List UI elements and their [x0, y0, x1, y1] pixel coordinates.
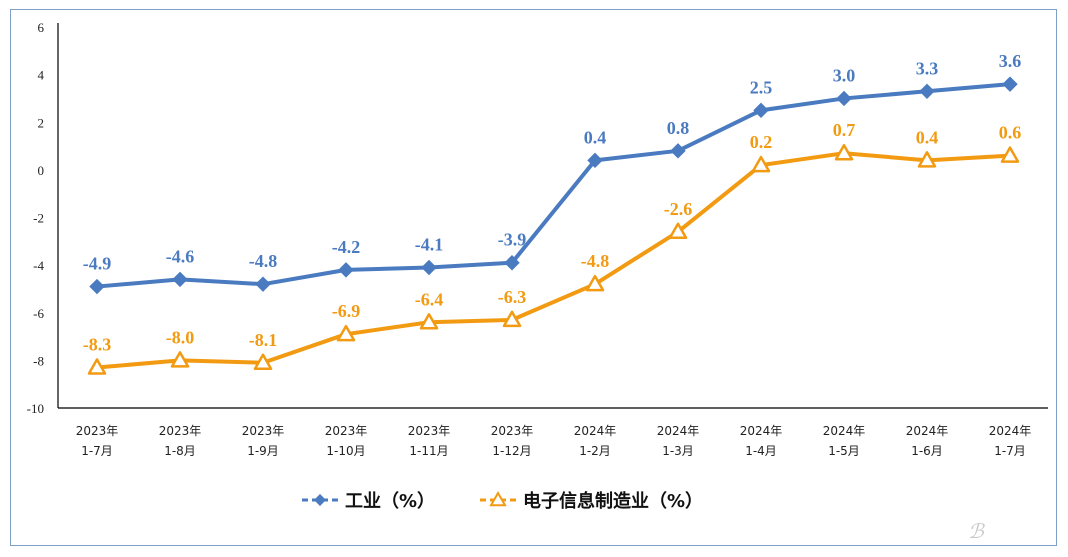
diamond-marker	[421, 259, 437, 276]
y-tick-label: 6	[38, 20, 45, 35]
diamond-marker	[919, 83, 935, 100]
data-label: -2.6	[664, 199, 693, 219]
x-tick-label-period: 1-11月	[409, 444, 448, 458]
diamond-marker	[89, 278, 105, 295]
x-tick-label-year: 2023年	[491, 424, 534, 438]
x-tick-label-period: 1-6月	[911, 444, 943, 458]
data-labels: -4.9 -4.6 -4.8 -4.2 -4.1 -3.9 0.4 0.8 2.5 3.0 3.3 3…	[83, 51, 1022, 354]
triangle-marker	[419, 313, 439, 330]
x-tick-label-period: 1-9月	[247, 444, 279, 458]
x-tick-label-year: 2023年	[325, 424, 368, 438]
data-label: 0.2	[750, 132, 773, 152]
y-tick-label: -10	[27, 401, 44, 416]
diamond-marker	[172, 271, 188, 288]
data-label: -8.3	[83, 335, 112, 355]
y-tick-label: -8	[33, 353, 44, 368]
data-label: 0.4	[584, 127, 607, 147]
x-tick-label-year: 2024年	[740, 424, 783, 438]
series-line-2	[95, 151, 1012, 370]
y-tick-label: 2	[38, 115, 45, 130]
triangle-marker	[253, 353, 273, 371]
triangle-marker	[834, 143, 854, 161]
x-tick-label-year: 2023年	[76, 424, 119, 438]
data-label: -4.2	[332, 237, 361, 257]
x-tick-label-year: 2024年	[906, 424, 949, 438]
legend-triangle-icon	[489, 490, 507, 507]
data-label: -6.3	[498, 287, 527, 307]
diamond-marker	[836, 90, 852, 107]
data-label: 2.5	[750, 77, 773, 97]
data-label: -4.6	[166, 246, 195, 266]
data-label: -8.0	[166, 327, 195, 347]
series-group	[87, 76, 1020, 375]
y-tick-label: -2	[33, 211, 44, 226]
y-tick-label: -6	[33, 306, 44, 321]
data-label: -3.9	[498, 230, 527, 250]
triangle-marker	[336, 324, 356, 342]
triangle-marker	[917, 151, 937, 168]
data-label: -6.4	[415, 289, 444, 309]
data-label: 0.8	[667, 118, 690, 138]
data-label: -4.8	[581, 251, 610, 271]
triangle-marker	[502, 310, 522, 328]
legend-label-2: 电子信息制造业（%）	[523, 490, 703, 512]
x-tick-label-period: 1-3月	[662, 444, 694, 458]
y-tick-label: 0	[38, 163, 45, 178]
data-label: 3.6	[999, 51, 1022, 71]
data-label: -6.9	[332, 301, 361, 321]
data-label: 3.0	[833, 65, 856, 85]
data-label: 3.3	[916, 58, 939, 78]
y-tick-label: -4	[33, 258, 44, 273]
triangle-marker	[87, 358, 107, 375]
x-tick-label-period: 1-8月	[164, 444, 196, 458]
legend: 工业（%） 电子信息制造业（%）	[302, 490, 703, 512]
x-tick-label-period: 1-2月	[579, 444, 611, 458]
x-axis-ticks: 2023年 1-7月 2023年 1-8月 2023年 1-9月 2023年 1-10月 202…	[76, 424, 1032, 458]
diamond-marker	[504, 255, 520, 271]
diamond-marker	[670, 143, 686, 159]
diamond-marker	[1002, 76, 1018, 92]
series-line-1	[95, 82, 1012, 289]
data-label: 0.4	[916, 127, 939, 147]
x-tick-label-year: 2023年	[408, 424, 451, 438]
data-label: 0.6	[999, 123, 1022, 143]
x-tick-label-period: 1-4月	[745, 444, 777, 458]
y-tick-label: 4	[38, 68, 45, 83]
diamond-marker	[255, 276, 271, 292]
x-tick-label-period: 1-7月	[994, 444, 1026, 458]
x-tick-label-period: 1-7月	[81, 444, 113, 458]
x-tick-label-year: 2023年	[242, 424, 285, 438]
data-label: -4.9	[83, 254, 112, 274]
y-axis-ticks: -10 -8 -6 -4 -2 0 2 4 6	[27, 20, 45, 416]
legend-diamond-icon	[314, 494, 326, 506]
diamond-marker	[753, 102, 769, 119]
x-tick-label-year: 2024年	[574, 424, 617, 438]
triangle-marker	[585, 274, 605, 292]
diamond-marker	[587, 152, 603, 169]
data-label: -4.8	[249, 251, 278, 271]
triangle-marker	[1000, 146, 1020, 163]
watermark: ℬ	[968, 519, 985, 543]
legend-label-1: 工业（%）	[345, 491, 435, 512]
x-tick-label-year: 2023年	[159, 424, 202, 438]
data-label: -4.1	[415, 235, 444, 255]
x-tick-label-period: 1-10月	[326, 444, 365, 458]
data-label: -8.1	[249, 330, 278, 350]
triangle-marker	[668, 222, 688, 240]
x-tick-label-year: 2024年	[989, 424, 1032, 438]
triangle-marker	[170, 351, 190, 368]
x-tick-label-period: 1-12月	[492, 444, 531, 458]
x-tick-label-period: 1-5月	[828, 444, 860, 458]
axes	[57, 23, 1048, 409]
x-tick-label-year: 2024年	[657, 424, 700, 438]
x-tick-label-year: 2024年	[823, 424, 866, 438]
triangle-marker	[751, 155, 771, 173]
diamond-marker	[338, 262, 354, 278]
data-label: 0.7	[833, 120, 856, 140]
